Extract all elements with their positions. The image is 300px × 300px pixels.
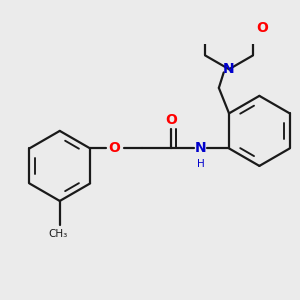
Text: H: H (197, 159, 205, 169)
Text: N: N (223, 62, 235, 76)
Text: O: O (165, 112, 177, 127)
Text: O: O (256, 21, 268, 35)
Text: CH₃: CH₃ (48, 229, 67, 239)
Text: O: O (109, 141, 121, 155)
Text: N: N (194, 141, 206, 155)
